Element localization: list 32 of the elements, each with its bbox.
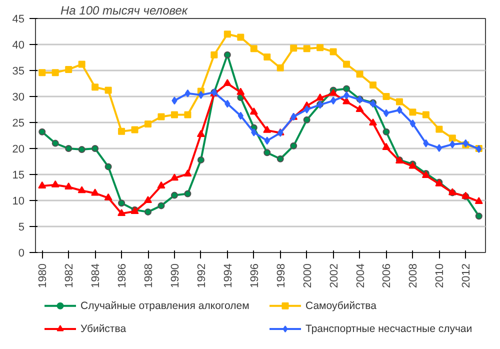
chart-title: На 100 тысяч человек xyxy=(60,4,189,18)
y-tick-label: 35 xyxy=(12,66,25,78)
x-tick-label: 1986 xyxy=(116,263,129,288)
x-tick-label: 1994 xyxy=(222,263,234,288)
x-tick-label: 2010 xyxy=(434,263,446,288)
y-tick-label: 40 xyxy=(12,40,25,52)
y-tick-label: 30 xyxy=(12,92,25,104)
x-tick-label: 1996 xyxy=(248,263,261,288)
x-tick-label: 2012 xyxy=(460,263,473,288)
y-tick-label: 0 xyxy=(18,248,25,260)
legend-label: Самоубийства xyxy=(306,300,377,312)
x-tick-label: 2008 xyxy=(408,263,420,288)
legend-label: Убийства xyxy=(80,323,126,335)
y-tick-label: 20 xyxy=(12,144,25,156)
x-tick-label: 2004 xyxy=(354,263,367,288)
x-tick-label: 2006 xyxy=(381,263,394,288)
legend-label: Случайные отравления алкоголем xyxy=(80,300,250,312)
x-tick-label: 1998 xyxy=(275,263,288,288)
x-tick-label: 1992 xyxy=(196,263,208,288)
y-tick-label: 10 xyxy=(12,196,25,208)
x-tick-label: 1990 xyxy=(169,263,182,288)
y-tick-label: 45 xyxy=(12,14,25,26)
x-tick-label: 2002 xyxy=(328,263,340,288)
x-tick-label: 2000 xyxy=(302,263,314,288)
legend-label: Транспортные несчастные случаи xyxy=(306,323,472,335)
x-tick-label: 1988 xyxy=(143,263,155,288)
y-tick-label: 5 xyxy=(18,222,25,234)
y-tick-label: 25 xyxy=(12,118,25,130)
x-tick-label: 1982 xyxy=(64,263,76,288)
y-tick-label: 15 xyxy=(12,170,25,182)
x-tick-label: 1984 xyxy=(90,263,102,288)
x-tick-label: 1980 xyxy=(37,263,50,288)
